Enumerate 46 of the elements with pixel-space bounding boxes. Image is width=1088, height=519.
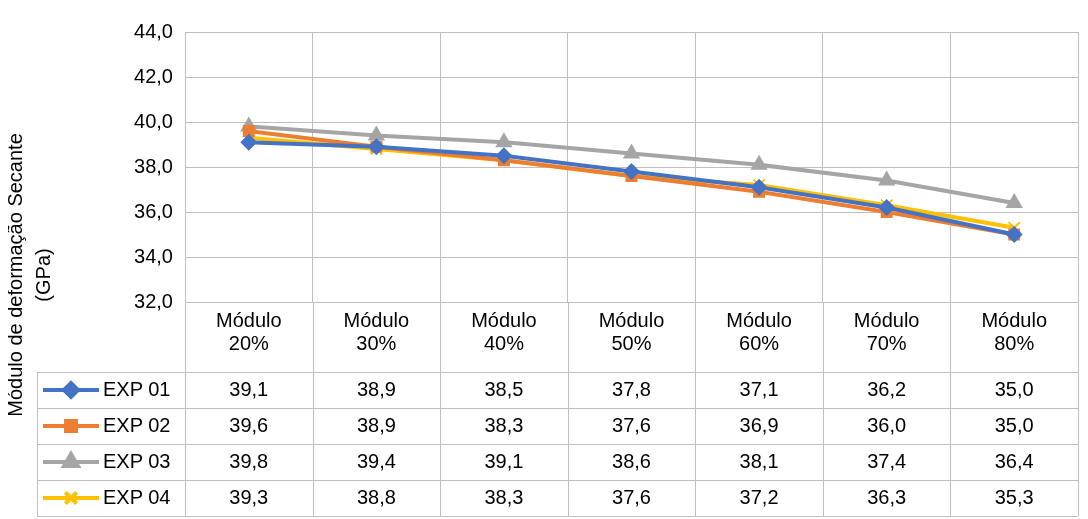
data-label: 38,6	[612, 449, 651, 472]
data-label: 38,3	[484, 485, 524, 508]
y-tick-label: 38,0	[134, 154, 173, 177]
legend-label: EXP 04	[103, 485, 171, 508]
data-label: 38,1	[739, 449, 779, 472]
data-label: 36,0	[867, 413, 907, 436]
data-label: 39,6	[229, 413, 269, 436]
y-tick-label: 36,0	[134, 199, 173, 222]
data-label: 38,9	[356, 377, 396, 400]
data-label: 35,0	[994, 377, 1034, 400]
data-label: 36,2	[867, 377, 907, 400]
x-tick-label: Módulo 20%	[215, 309, 282, 355]
data-label: 38,5	[484, 377, 524, 400]
data-label: 39,1	[484, 449, 524, 472]
x-tick-label: Módulo 50%	[598, 309, 665, 355]
data-label: 35,0	[994, 413, 1034, 436]
legend-label: EXP 01	[103, 377, 171, 400]
x-tick-label: Módulo 80%	[981, 309, 1048, 355]
x-tick-label: Módulo 70%	[853, 309, 920, 355]
data-label: 37,8	[612, 377, 651, 400]
data-label: 36,9	[739, 413, 779, 436]
data-label: 36,4	[994, 449, 1034, 472]
data-label: 37,6	[612, 413, 651, 436]
data-label: 39,3	[229, 485, 269, 508]
x-tick-label: Módulo 40%	[471, 309, 537, 355]
data-label: 37,2	[739, 485, 779, 508]
x-tick-label: Módulo 30%	[343, 309, 410, 355]
data-label: 39,4	[356, 449, 396, 472]
legend-label: EXP 02	[103, 413, 171, 436]
data-label: 36,3	[867, 485, 907, 508]
y-tick-label: 44,0	[134, 19, 173, 42]
data-label: 38,8	[356, 485, 396, 508]
data-label: 37,6	[612, 485, 651, 508]
x-tick-label: Módulo 60%	[726, 309, 792, 355]
data-label: 38,3	[484, 413, 524, 436]
data-label: 37,4	[867, 449, 907, 472]
data-label: 39,8	[229, 449, 269, 472]
data-label: 38,9	[356, 413, 396, 436]
y-tick-label: 34,0	[134, 244, 173, 267]
legend-label: EXP 03	[103, 449, 171, 472]
data-label: 35,3	[994, 485, 1034, 508]
y-tick-label: 42,0	[134, 64, 173, 87]
data-label: 37,1	[739, 377, 779, 400]
y-tick-label: 40,0	[134, 109, 173, 132]
data-label: 39,1	[229, 377, 269, 400]
y-tick-label: 32,0	[134, 289, 173, 312]
